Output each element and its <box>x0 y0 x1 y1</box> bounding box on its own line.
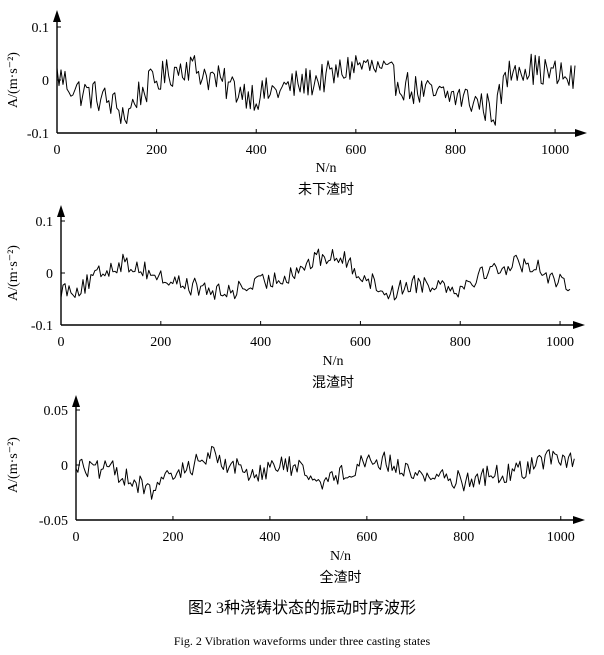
figure-caption-cn: 图2 3种浇铸状态的振动时序波形 <box>188 599 416 617</box>
x-tick-label: 0 <box>54 143 61 158</box>
y-tick-label: 0 <box>46 267 53 282</box>
x-tick-label: 0 <box>58 335 65 350</box>
y-tick-label: 0 <box>42 74 49 89</box>
y-tick-label: -0.1 <box>31 319 53 334</box>
x-tick-label: 200 <box>146 143 167 158</box>
y-axis-arrow <box>57 205 65 217</box>
y-axis-label: A/(m·s⁻²) <box>6 52 21 108</box>
x-axis-arrow <box>575 129 587 137</box>
x-tick-label: 1000 <box>546 335 574 350</box>
y-tick-label: 0.1 <box>36 215 54 230</box>
y-tick-label: 0.1 <box>32 21 50 36</box>
y-tick-label: -0.05 <box>39 514 68 529</box>
waveform-line <box>56 53 576 126</box>
waveform-line <box>60 248 571 301</box>
x-axis-arrow <box>573 516 585 524</box>
x-tick-label: 600 <box>345 143 366 158</box>
panel-mixed-slag: 0 200 400 600 800 1000 -0.1 0 0.1 A/(m·s⁻²) N/n 混渣时 <box>6 205 585 391</box>
y-tick-label: 0.05 <box>44 404 69 419</box>
x-tick-label: 600 <box>350 335 371 350</box>
y-axis-arrow <box>72 395 80 407</box>
panel-no-slag: 0 200 400 600 800 1000 -0.1 0 0.1 A/(m·s⁻²) N/n 未下渣… <box>6 10 587 198</box>
panel-caption: 未下渣时 <box>298 182 354 198</box>
x-tick-label: 0 <box>73 530 80 545</box>
x-tick-label: 1000 <box>541 143 569 158</box>
x-axis-label: N/n <box>323 354 344 369</box>
x-tick-label: 200 <box>150 335 171 350</box>
x-tick-label: 200 <box>162 530 183 545</box>
x-tick-label: 800 <box>453 530 474 545</box>
x-tick-label: 400 <box>259 530 280 545</box>
y-axis-label: A/(m·s⁻²) <box>6 245 21 301</box>
x-axis-arrow <box>573 321 585 329</box>
x-axis-label: N/n <box>330 549 351 564</box>
y-tick-label: -0.1 <box>27 127 49 142</box>
panel-caption: 混渣时 <box>312 375 354 391</box>
x-axis-label: N/n <box>316 161 337 176</box>
y-axis-label: A/(m·s⁻²) <box>6 437 21 493</box>
x-tick-label: 600 <box>356 530 377 545</box>
x-tick-label: 800 <box>445 143 466 158</box>
y-tick-label: 0 <box>61 459 68 474</box>
y-axis-arrow <box>53 10 61 22</box>
x-tick-label: 1000 <box>547 530 575 545</box>
x-tick-label: 400 <box>250 335 271 350</box>
panel-caption: 全渣时 <box>320 569 362 586</box>
panel-full-slag: 0 200 400 600 800 1000 -0.05 0 0.05 A/(m·s⁻²) N/n 全… <box>6 395 585 586</box>
waveform-line <box>75 445 575 500</box>
x-tick-label: 800 <box>450 335 471 350</box>
figure-caption-en: Fig. 2 Vibration waveforms under three c… <box>174 634 431 648</box>
x-tick-label: 400 <box>246 143 267 158</box>
